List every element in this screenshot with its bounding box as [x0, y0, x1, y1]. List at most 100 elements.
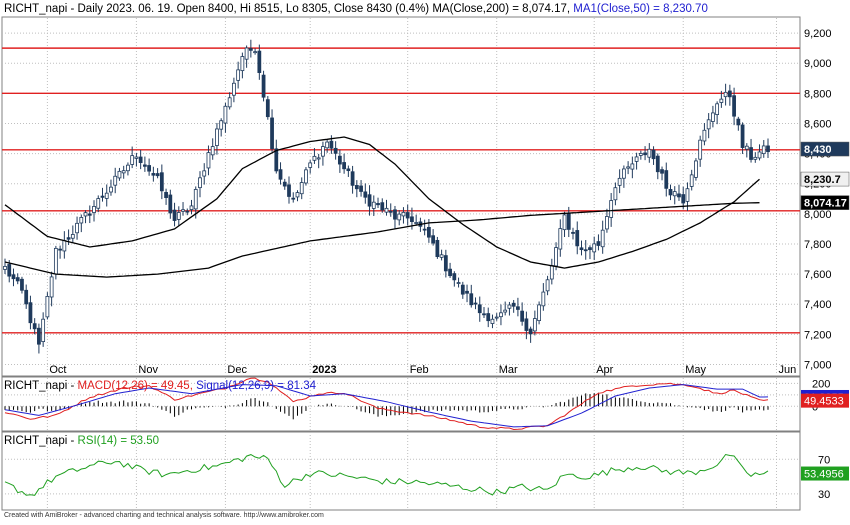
- grid-lines: [2, 18, 800, 510]
- candle-body: [96, 198, 101, 209]
- candle-body: [282, 181, 287, 187]
- candle-body: [490, 318, 495, 324]
- candle-body: [37, 327, 41, 345]
- macd-header-macd: MACD(12,26) = 49.45,: [78, 380, 193, 392]
- candle-body: [558, 228, 563, 250]
- date-axis: Oct Nov Dec 2023 Feb Mar Apr May Jun: [49, 364, 796, 376]
- candle-body: [469, 293, 474, 306]
- candle-body: [711, 112, 715, 122]
- candle-body: [460, 284, 465, 295]
- candle-body: [660, 169, 664, 174]
- candle-body: [583, 249, 588, 252]
- candle-body: [359, 185, 363, 192]
- candle-body: [524, 318, 529, 331]
- candle-body: [677, 193, 681, 198]
- candle-body: [554, 247, 558, 267]
- candle-body: [325, 141, 330, 149]
- candle-body: [647, 148, 652, 158]
- candle-body: [333, 147, 338, 154]
- candle-body: [694, 160, 698, 178]
- price-tick-label: 9,000: [804, 58, 832, 70]
- candle-body: [109, 186, 113, 193]
- footer-credit: Created with AmiBroker - advanced charti…: [4, 512, 324, 519]
- candle-body: [363, 191, 368, 198]
- candle-body: [698, 139, 703, 160]
- candle-body: [664, 170, 669, 189]
- candle-body: [7, 264, 12, 277]
- candle-body: [405, 212, 410, 219]
- candle-body: [172, 209, 177, 221]
- candle-body: [571, 231, 575, 234]
- rsi-header-rsi: RSI(14) = 53.50: [78, 435, 160, 447]
- candle-body: [443, 255, 448, 272]
- price-badge: [800, 171, 850, 187]
- candle-body: [448, 268, 452, 277]
- candle-body: [588, 247, 592, 251]
- candle-body: [643, 152, 647, 156]
- date-tick-label: Jun: [778, 364, 796, 376]
- candle-body: [465, 290, 469, 294]
- candle-body: [70, 234, 75, 239]
- candle-body: [299, 182, 304, 195]
- candle-body: [117, 170, 122, 179]
- candle-body: [92, 206, 96, 213]
- candle-body: [672, 191, 677, 197]
- candle-body: [757, 151, 762, 159]
- support-resistance-lines: [2, 47, 800, 334]
- candle-body: [384, 207, 389, 213]
- candle-body: [168, 194, 173, 214]
- date-tick-label: 2023: [312, 364, 336, 376]
- candle-body: [329, 140, 334, 149]
- date-tick-label: Feb: [410, 364, 429, 376]
- candle-body: [100, 195, 105, 198]
- candle-body: [367, 194, 372, 207]
- price-tick-label: 8,000: [804, 209, 832, 221]
- header-ma200: MA(Close,200) = 8,074.17,: [432, 3, 570, 15]
- candle-body: [265, 99, 270, 118]
- candle-body: [528, 328, 533, 335]
- rsi-badge-label: 53.4956: [804, 469, 844, 481]
- candle-body: [45, 296, 50, 318]
- candle-body: [193, 189, 198, 210]
- price-badge-label: 8,230.7: [804, 174, 841, 186]
- rsi-line: [4, 453, 769, 496]
- candle-body: [486, 313, 491, 322]
- candle-body: [727, 90, 732, 98]
- candle-body: [592, 243, 597, 253]
- candle-body: [613, 187, 618, 201]
- candle-body: [562, 214, 567, 231]
- price-badge: [800, 195, 850, 210]
- candle-body: [354, 185, 359, 190]
- price-badge-label: 8,430: [804, 144, 832, 156]
- candle-body: [181, 209, 185, 212]
- candle-body: [422, 228, 427, 231]
- rsi-header-symbol: RICHT_napi: [4, 435, 67, 447]
- candle-body: [609, 200, 614, 218]
- candle-body: [397, 213, 402, 221]
- candle-body: [371, 201, 376, 209]
- candle-body: [706, 119, 711, 130]
- candle-body: [621, 168, 626, 179]
- candle-body: [689, 174, 694, 187]
- candle-body: [410, 216, 414, 223]
- candle-body: [138, 156, 143, 163]
- candle-body: [164, 192, 168, 198]
- candle-body: [634, 156, 639, 162]
- candle-body: [83, 212, 88, 217]
- candle-body: [126, 164, 130, 172]
- macd-badge-label: 49.4533: [804, 396, 844, 408]
- candle-body: [104, 192, 109, 199]
- candle-body: [732, 95, 736, 117]
- candle-body: [439, 254, 444, 258]
- candle-body: [278, 169, 283, 180]
- candle-body: [380, 202, 385, 211]
- candle-body: [202, 170, 207, 177]
- candle-body: [626, 166, 631, 169]
- rsi-tick-label: 70: [818, 454, 830, 466]
- candle-body: [198, 177, 202, 189]
- candle-body: [66, 237, 71, 240]
- candle-body: [388, 210, 393, 213]
- candle-body: [605, 216, 609, 230]
- candle-body: [32, 323, 37, 330]
